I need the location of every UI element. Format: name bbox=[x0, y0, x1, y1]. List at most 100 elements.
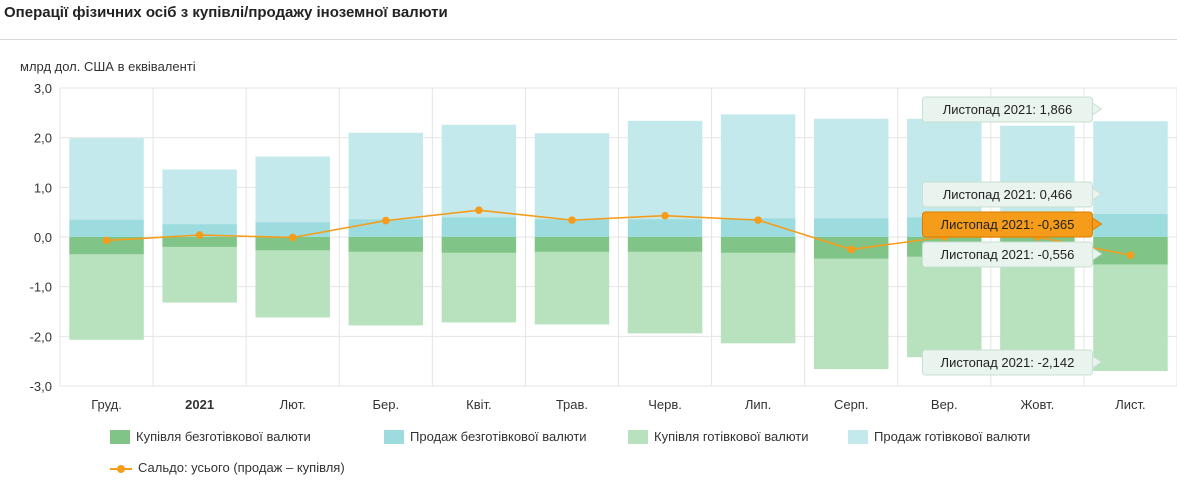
balance-point bbox=[568, 216, 576, 224]
bar-segment bbox=[627, 251, 703, 334]
balance-point bbox=[475, 206, 483, 214]
legend-label: Купівля готівкової валюти bbox=[654, 429, 809, 444]
x-tick-label: Черв. bbox=[648, 397, 682, 412]
legend-item-sell-noncash[interactable]: Продаж безготівкової валюти bbox=[384, 429, 587, 444]
bar-segment bbox=[255, 237, 330, 251]
bar-layer bbox=[69, 114, 1168, 372]
y-tick-label: -2,0 bbox=[30, 329, 52, 344]
tooltip-box bbox=[921, 181, 1093, 208]
x-tick-label: Жовт. bbox=[1020, 397, 1054, 412]
bar-segment bbox=[720, 114, 796, 219]
x-tick-label: Бер. bbox=[372, 397, 399, 412]
tooltip-text: Листопад 2021: 0,466 bbox=[943, 187, 1072, 202]
bar-segment bbox=[1093, 121, 1168, 214]
legend-item-balance[interactable]: Сальдо: усього (продаж – купівля) bbox=[110, 460, 345, 475]
bar-segment bbox=[69, 237, 144, 255]
tooltip-layer: Листопад 2021: 1,866 Листопад 2021: 0,466… bbox=[921, 96, 1103, 376]
bar-segment bbox=[813, 218, 889, 237]
legend-item-sell-cash[interactable]: Продаж готівкової валюти bbox=[848, 429, 1030, 444]
balance-point bbox=[754, 216, 762, 224]
tooltip-arrow bbox=[1091, 102, 1103, 116]
bar-segment bbox=[813, 258, 889, 370]
bar-segment bbox=[720, 237, 796, 253]
bar-segment bbox=[255, 222, 330, 237]
y-tick-label: 1,0 bbox=[34, 180, 52, 195]
legend-item-buy-cash[interactable]: Купівля готівкової валюти bbox=[628, 429, 809, 444]
bar-segment bbox=[162, 246, 237, 303]
balance-point bbox=[661, 211, 669, 220]
bar-segment bbox=[627, 237, 703, 252]
x-tick-label: Лют. bbox=[280, 397, 306, 412]
bar-segment bbox=[441, 124, 517, 218]
y-tick-label: 2,0 bbox=[34, 131, 52, 146]
balance-point bbox=[381, 216, 390, 225]
bar-segment bbox=[720, 218, 796, 237]
tooltip-text: Листопад 2021: -2,142 bbox=[941, 355, 1075, 370]
bar-segment bbox=[720, 252, 796, 344]
tooltip-text: Листопад 2021: -0,556 bbox=[941, 247, 1075, 262]
balance-point bbox=[195, 231, 204, 239]
x-tick-label: Серп. bbox=[834, 397, 869, 412]
tooltip-box bbox=[921, 349, 1093, 376]
bar-segment bbox=[255, 156, 330, 223]
balance-point bbox=[1126, 251, 1135, 259]
bar-segment bbox=[255, 250, 330, 318]
legend-label: Купівля безготівкової валюти bbox=[136, 429, 311, 444]
legend-swatch bbox=[384, 429, 404, 444]
title-divider bbox=[0, 39, 1177, 40]
bar-segment bbox=[627, 120, 703, 220]
bar-segment bbox=[534, 237, 610, 252]
balance-point bbox=[288, 233, 297, 242]
legend-swatch bbox=[110, 429, 130, 444]
chart-title: Операції фізичних осіб з купівлі/продажу… bbox=[4, 4, 448, 21]
x-tick-label: Лип. bbox=[745, 397, 771, 412]
bar-segment bbox=[348, 132, 424, 220]
bar-segment bbox=[534, 219, 610, 237]
y-tick-label: -3,0 bbox=[30, 379, 52, 394]
tooltip: Листопад 2021: 1,866 bbox=[921, 96, 1103, 123]
y-tick-label: -1,0 bbox=[30, 280, 52, 295]
tooltip: Листопад 2021: -2,142 bbox=[921, 349, 1103, 376]
bar-segment bbox=[348, 237, 424, 252]
x-tick-label: Квіт. bbox=[466, 397, 492, 412]
tooltip: Листопад 2021: -0,556 bbox=[921, 241, 1103, 268]
tooltip-box bbox=[921, 211, 1093, 238]
tooltip-box bbox=[921, 241, 1093, 268]
bar-segment bbox=[162, 169, 237, 225]
bar-segment bbox=[69, 138, 144, 220]
bar-segment bbox=[162, 237, 237, 247]
x-tick-label: 2021 bbox=[185, 397, 214, 412]
y-tick-label: 0,0 bbox=[34, 230, 52, 245]
balance-point bbox=[102, 236, 111, 245]
tooltip: Листопад 2021: 0,466 bbox=[921, 181, 1103, 208]
bar-segment bbox=[1000, 257, 1075, 352]
tooltip-text: Листопад 2021: -0,365 bbox=[941, 217, 1075, 232]
bar-segment bbox=[627, 219, 703, 237]
grid-layer bbox=[59, 87, 1177, 387]
y-tick-label: 3,0 bbox=[34, 81, 52, 96]
bar-segment bbox=[441, 217, 517, 237]
x-tick-label: Лист. bbox=[1115, 397, 1145, 412]
bar-segment bbox=[534, 133, 610, 220]
bar-segment bbox=[813, 118, 889, 219]
tooltip-text: Листопад 2021: 1,866 bbox=[943, 102, 1072, 117]
legend-line-marker bbox=[110, 461, 132, 475]
x-tick-label: Вер. bbox=[931, 397, 958, 412]
legend-label: Продаж готівкової валюти bbox=[874, 429, 1031, 444]
tooltip-box bbox=[921, 96, 1093, 123]
x-tick-label: Груд. bbox=[91, 397, 122, 412]
axis-layer: 3,0 2,0 1,0 0,0 -1,0 -2,0 -3,0 Груд. 2021 Лют. Бер… bbox=[30, 81, 1146, 412]
bar-segment bbox=[69, 219, 144, 237]
bar-segment bbox=[534, 251, 610, 325]
legend-item-buy-noncash[interactable]: Купівля безготівкової валюти bbox=[110, 429, 311, 444]
bar-segment bbox=[69, 254, 144, 340]
tooltip: Листопад 2021: -0,365 bbox=[921, 211, 1103, 238]
legend-label: Продаж безготівкової валюти bbox=[410, 429, 587, 444]
bar-segment bbox=[162, 224, 237, 237]
legend-label: Сальдо: усього (продаж – купівля) bbox=[138, 460, 345, 475]
bar-segment bbox=[1093, 264, 1168, 372]
bar-segment bbox=[441, 237, 517, 253]
legend-swatch bbox=[848, 429, 868, 444]
bar-segment bbox=[441, 252, 517, 323]
